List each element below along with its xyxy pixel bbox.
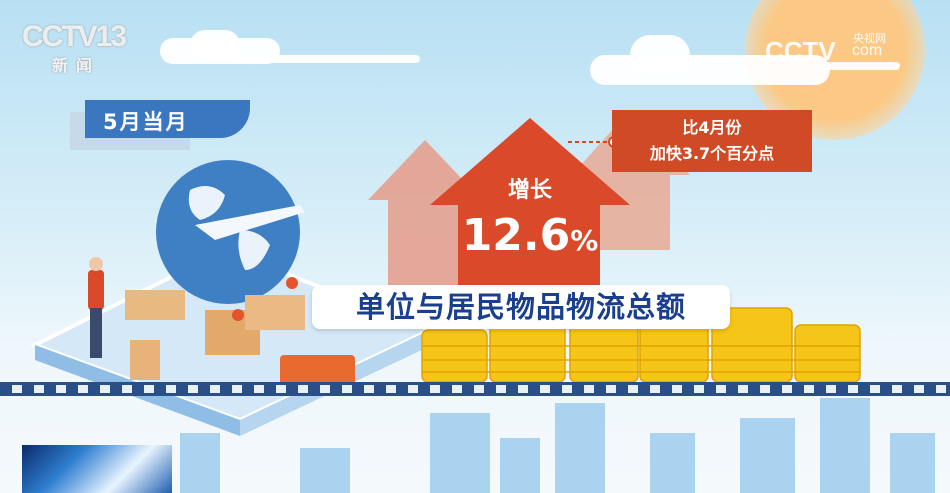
main-growth-arrow [430, 118, 630, 292]
building [300, 448, 350, 493]
building [820, 398, 870, 493]
comparison-line1: 比4月份 [682, 118, 742, 137]
cargo-cart [280, 355, 355, 385]
cargo-box [245, 295, 305, 330]
cctv-com-suffix: com [852, 42, 883, 59]
cargo-box [130, 340, 160, 380]
title-banner: 单位与居民物品物流总额 [312, 285, 730, 329]
growth-unit: % [570, 224, 599, 257]
building [890, 433, 935, 493]
building [430, 413, 490, 493]
growth-value: 12.6% [455, 210, 605, 261]
cloud [230, 55, 420, 63]
coin-stacks [421, 307, 861, 383]
location-pin-icon [286, 277, 298, 289]
conveyor-track [0, 382, 950, 396]
cctv13-logo: CCTV13 [22, 20, 127, 53]
growth-number: 12.6 [461, 210, 571, 261]
building [740, 418, 795, 493]
building [180, 433, 220, 493]
cargo-box [125, 290, 185, 320]
light-arrow-left [368, 140, 482, 292]
comparison-callout: 比4月份 加快3.7个百分点 [612, 110, 812, 172]
building [555, 403, 605, 493]
airplane-icon [195, 205, 305, 240]
location-pin-icon [232, 309, 244, 321]
news-globe-thumbnail [22, 445, 172, 493]
comparison-line2: 加快3.7个百分点 [649, 144, 775, 163]
cloud [630, 35, 690, 75]
building [650, 433, 695, 493]
period-label: 5月当月 [85, 100, 250, 138]
building [500, 438, 540, 493]
cctv-com-cn-label: 央视网 [853, 32, 886, 45]
worker-figure [88, 270, 104, 310]
cloud [820, 62, 900, 70]
cctv13-news-label: 新闻 [52, 56, 101, 75]
growth-label: 增长 [507, 178, 552, 203]
